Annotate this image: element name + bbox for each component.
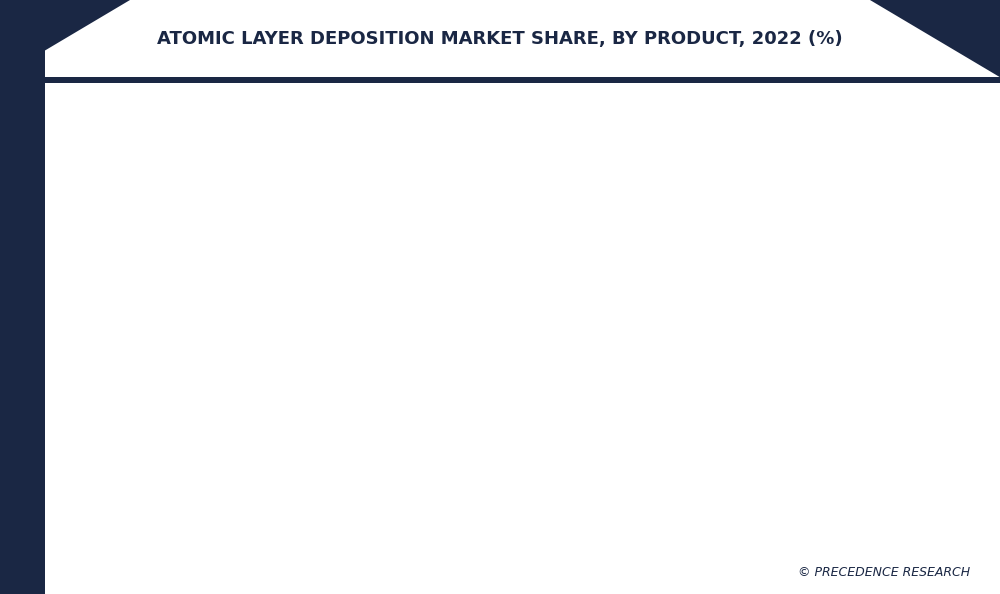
Text: 26%: 26% [692,264,723,277]
Text: 8.9%: 8.9% [157,438,192,452]
Bar [130,456,219,546]
Bar [486,366,574,546]
Text: 14.8%: 14.8% [330,378,374,391]
Text: © PRECEDENCE RESEARCH: © PRECEDENCE RESEARCH [798,566,970,579]
Bar [308,396,397,546]
Text: 17.7%: 17.7% [508,348,552,362]
Bar [841,213,930,546]
Bar [663,282,752,546]
Text: ATOMIC LAYER DEPOSITION MARKET SHARE, BY PRODUCT, 2022 (%): ATOMIC LAYER DEPOSITION MARKET SHARE, BY… [157,30,843,48]
Text: 32.7%: 32.7% [864,195,907,210]
